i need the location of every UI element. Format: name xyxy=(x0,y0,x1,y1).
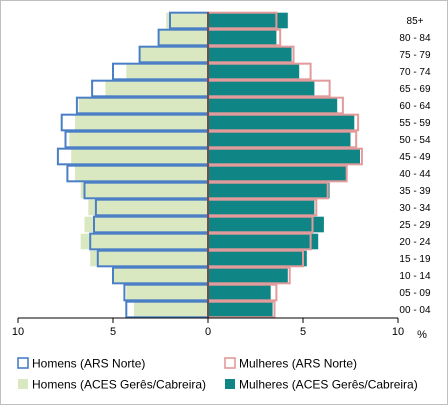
y-tick-label: 75 - 79 xyxy=(399,50,431,61)
x-tick-label: 5 xyxy=(300,326,306,338)
y-tick-label: 35 - 39 xyxy=(399,186,431,197)
bar-homens-aces-ger-s-cabreira-40-44 xyxy=(75,165,208,182)
y-tick-label: 65 - 69 xyxy=(399,84,431,95)
legend-label: Homens (ACES Gerês/Cabreira) xyxy=(32,378,206,392)
y-tick-label: 50 - 54 xyxy=(399,135,431,146)
y-tick-label: 60 - 64 xyxy=(399,101,431,112)
legend-swatch xyxy=(224,357,236,369)
legend: Homens (ARS Norte) Mulheres (ARS Norte) Ho… xyxy=(17,357,418,392)
y-tick-label: 20 - 24 xyxy=(399,237,431,248)
bar-mulheres-aces-ger-s-cabreira-15-19 xyxy=(208,250,307,267)
bar-mulheres-aces-ger-s-cabreira-20-24 xyxy=(208,233,319,250)
axis-layer: 10 5 0 5 10 % 00 - 04 05 - 09 10 - 14 15 - 19 20 -… xyxy=(12,12,431,341)
bar-mulheres-aces-ger-s-cabreira-25-29 xyxy=(208,216,324,233)
x-tick-label: 10 xyxy=(392,326,404,338)
y-tick-label: 55 - 59 xyxy=(399,118,431,129)
bar-mulheres-aces-ger-s-cabreira-05-09 xyxy=(208,284,271,301)
bar-mulheres-aces-ger-s-cabreira-40-44 xyxy=(208,165,347,182)
bar-mulheres-aces-ger-s-cabreira-65-69 xyxy=(208,80,315,97)
legend-item: Mulheres (ARS Norte) xyxy=(224,357,357,371)
bar-mulheres-aces-ger-s-cabreira-10-14 xyxy=(208,267,288,284)
bar-mulheres-aces-ger-s-cabreira-00-04 xyxy=(208,301,273,318)
legend-item: Homens (ACES Gerês/Cabreira) xyxy=(18,378,206,392)
bar-homens-aces-ger-s-cabreira-85 xyxy=(166,12,208,29)
y-tick-label: 85+ xyxy=(407,16,424,27)
bar-homens-aces-ger-s-cabreira-35-39 xyxy=(80,182,208,199)
legend-label: Homens (ARS Norte) xyxy=(32,357,145,371)
bar-mulheres-aces-ger-s-cabreira-85 xyxy=(208,12,288,29)
series-homens-aces-ger-s-cabreira xyxy=(69,12,208,318)
bar-mulheres-aces-ger-s-cabreira-30-34 xyxy=(208,199,315,216)
legend-swatch xyxy=(225,379,235,389)
bar-mulheres-aces-ger-s-cabreira-45-49 xyxy=(208,148,360,165)
x-tick-label: 5 xyxy=(110,326,116,338)
x-tick-label: 10 xyxy=(12,326,24,338)
bar-mulheres-aces-ger-s-cabreira-35-39 xyxy=(208,182,330,199)
y-tick-label: 70 - 74 xyxy=(399,67,431,78)
bar-homens-aces-ger-s-cabreira-65-69 xyxy=(105,80,208,97)
bar-mulheres-aces-ger-s-cabreira-60-64 xyxy=(208,97,338,114)
bars-layer xyxy=(56,11,363,319)
legend-item: Mulheres (ACES Gerês/Cabreira) xyxy=(225,378,418,392)
y-tick-label: 25 - 29 xyxy=(399,220,431,231)
y-tick-label: 00 - 04 xyxy=(399,305,431,316)
x-unit-label: % xyxy=(417,329,427,341)
y-tick-label: 30 - 34 xyxy=(399,203,431,214)
bar-homens-aces-ger-s-cabreira-25-29 xyxy=(84,216,208,233)
bar-homens-aces-ger-s-cabreira-20-24 xyxy=(80,233,208,250)
bar-homens-aces-ger-s-cabreira-70-74 xyxy=(126,63,208,80)
bar-homens-aces-ger-s-cabreira-55-59 xyxy=(75,114,208,131)
bar-mulheres-aces-ger-s-cabreira-50-54 xyxy=(208,131,351,148)
legend-swatch xyxy=(17,357,29,369)
bar-homens-aces-ger-s-cabreira-15-19 xyxy=(90,250,208,267)
y-tick-label: 05 - 09 xyxy=(399,288,431,299)
legend-label: Mulheres (ARS Norte) xyxy=(239,357,357,371)
y-tick-label: 40 - 44 xyxy=(399,169,431,180)
bar-homens-aces-ger-s-cabreira-30-34 xyxy=(88,199,208,216)
bar-homens-aces-ger-s-cabreira-80-84 xyxy=(158,29,208,46)
bar-homens-aces-ger-s-cabreira-50-54 xyxy=(69,131,208,148)
legend-label: Mulheres (ACES Gerês/Cabreira) xyxy=(239,378,418,392)
bar-mulheres-aces-ger-s-cabreira-70-74 xyxy=(208,63,300,80)
bar-homens-aces-ger-s-cabreira-05-09 xyxy=(126,284,208,301)
legend-item: Homens (ARS Norte) xyxy=(17,357,145,371)
y-tick-label: 15 - 19 xyxy=(399,254,431,265)
bar-homens-aces-ger-s-cabreira-75-79 xyxy=(139,46,208,63)
bar-homens-aces-ger-s-cabreira-00-04 xyxy=(133,301,208,318)
y-tick-label: 10 - 14 xyxy=(399,271,431,282)
bar-mulheres-aces-ger-s-cabreira-75-79 xyxy=(208,46,292,63)
series-mulheres-aces-ger-s-cabreira xyxy=(208,12,360,318)
y-tick-label: 45 - 49 xyxy=(399,152,431,163)
x-tick-label: 0 xyxy=(205,326,211,338)
y-tick-label: 80 - 84 xyxy=(399,33,431,44)
legend-swatch xyxy=(18,379,28,389)
bar-homens-aces-ger-s-cabreira-45-49 xyxy=(71,148,208,165)
bar-homens-aces-ger-s-cabreira-60-64 xyxy=(78,97,208,114)
bar-homens-aces-ger-s-cabreira-10-14 xyxy=(113,267,208,284)
bar-mulheres-aces-ger-s-cabreira-80-84 xyxy=(208,29,277,46)
bar-mulheres-aces-ger-s-cabreira-55-59 xyxy=(208,114,355,131)
